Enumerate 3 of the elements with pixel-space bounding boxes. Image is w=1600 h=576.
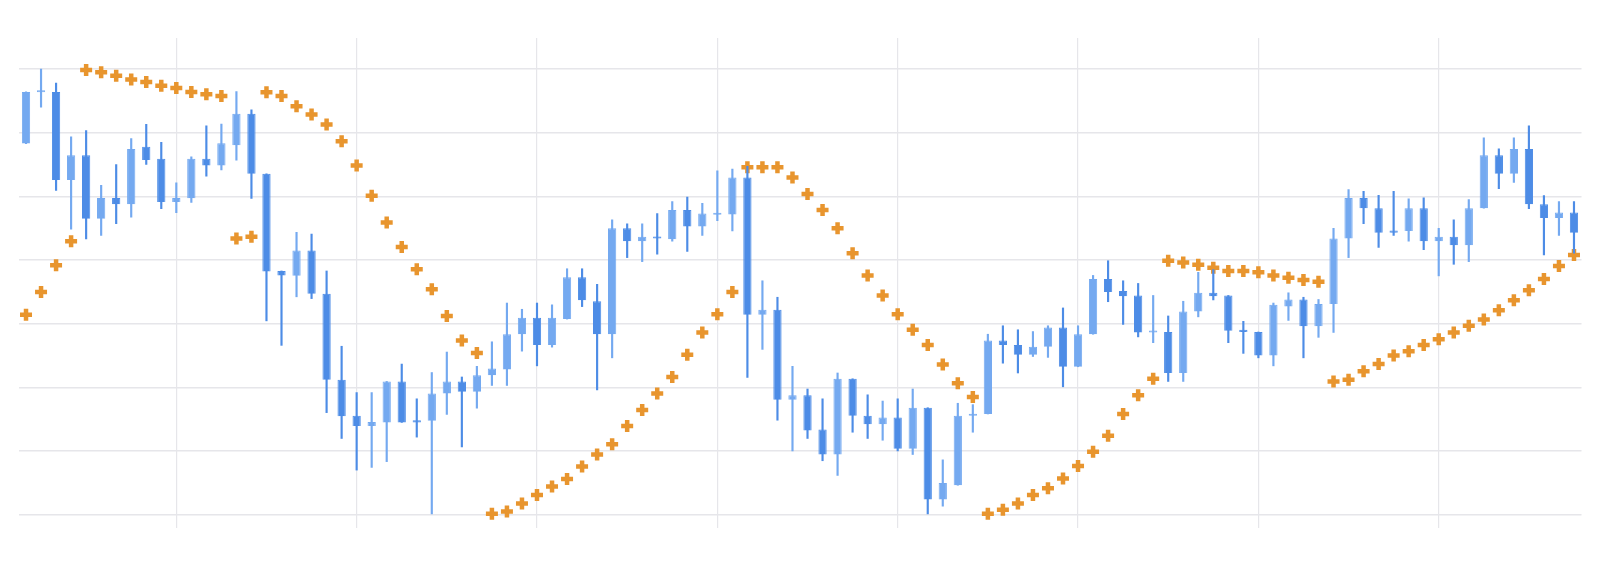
candlestick	[277, 270, 286, 346]
candlestick	[1284, 292, 1293, 321]
candlestick	[788, 365, 797, 452]
